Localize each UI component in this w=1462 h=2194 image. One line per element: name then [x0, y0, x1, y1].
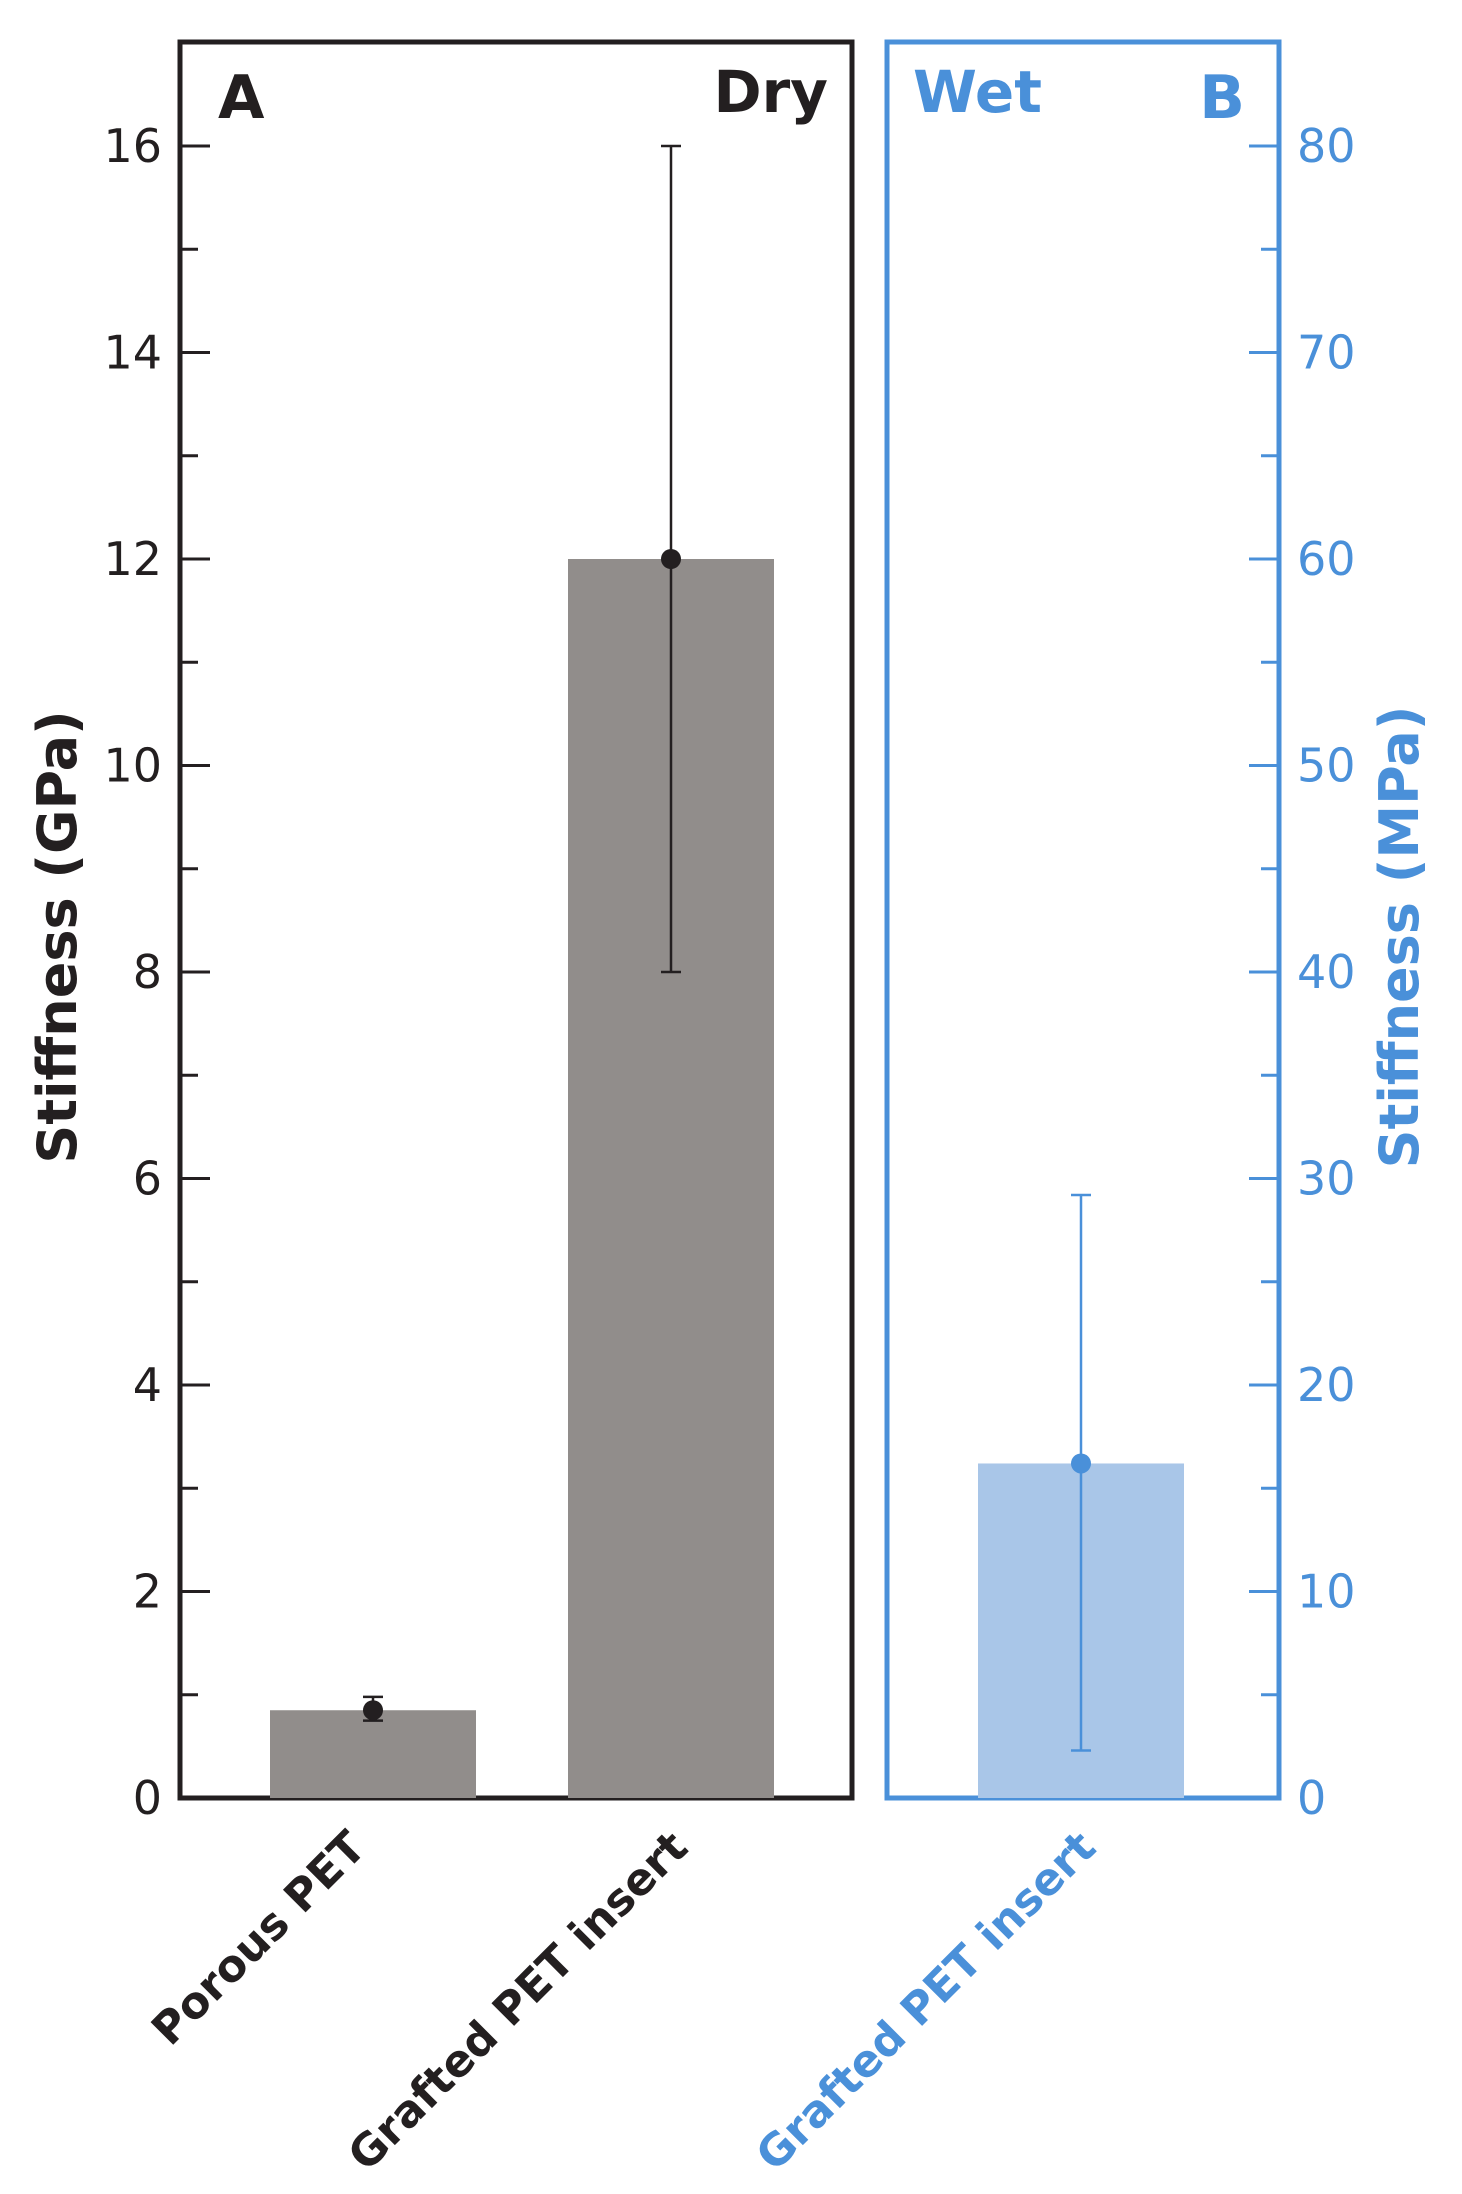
right-tick-label-3: 30 [1297, 1152, 1356, 1206]
right-tick-label-6: 60 [1297, 532, 1356, 586]
right-tick-label-8: 80 [1297, 119, 1356, 173]
left-tick-label-8: 16 [103, 119, 162, 173]
x-label-porous-pet: Porous PET [142, 1822, 376, 2056]
left-tick-label-2: 4 [133, 1358, 162, 1412]
wet-mean-point-0 [1071, 1453, 1091, 1474]
right-tick-label-7: 70 [1297, 326, 1356, 380]
left-tick-label-3: 6 [133, 1152, 162, 1206]
panel-a-frame [177, 39, 855, 1801]
left-tick-label-6: 12 [103, 532, 162, 586]
x-label-grafted-pet-dry: Grafted PET insert [338, 1822, 697, 2181]
dry-mean-point-0 [363, 1700, 383, 1721]
left-tick-label-1: 2 [133, 1565, 162, 1619]
left-tick-label-5: 10 [103, 739, 162, 793]
x-label-grafted-pet-wet: Grafted PET insert [746, 1822, 1105, 2181]
panel-a-letter: A [218, 63, 265, 133]
right-tick-label-2: 20 [1297, 1358, 1356, 1412]
right-tick-label-5: 50 [1297, 739, 1356, 793]
panel-b-condition: Wet [913, 58, 1042, 126]
dry-bar-0 [270, 1710, 476, 1798]
left-axis-title: Stiffness (GPa) [26, 710, 89, 1163]
dry-mean-point-1 [661, 549, 681, 569]
right-axis-title: Stiffness (MPa) [1368, 706, 1431, 1169]
right-tick-label-0: 0 [1297, 1771, 1326, 1825]
right-tick-label-4: 40 [1297, 945, 1356, 999]
left-tick-label-0: 0 [133, 1771, 162, 1825]
panel-b-letter: B [1199, 63, 1245, 133]
left-tick-label-7: 14 [103, 326, 162, 380]
left-tick-label-4: 8 [133, 945, 162, 999]
right-tick-label-1: 10 [1297, 1565, 1356, 1619]
panel-a-condition: Dry [713, 58, 828, 126]
